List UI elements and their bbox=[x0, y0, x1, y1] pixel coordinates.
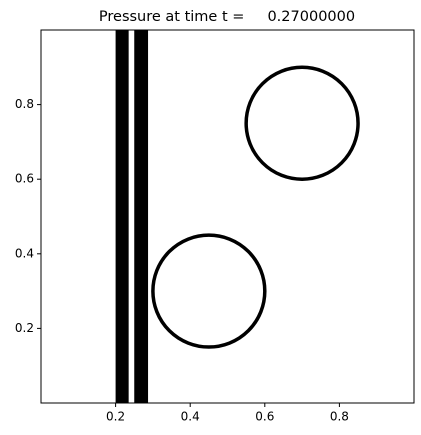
x-tick-label: 0.6 bbox=[255, 410, 274, 424]
y-tick-label: 0.2 bbox=[15, 321, 34, 335]
x-tick-label: 0.4 bbox=[181, 410, 200, 424]
y-tick-label: 0.4 bbox=[15, 246, 34, 260]
contour-circle bbox=[244, 65, 360, 181]
x-tick-label: 0.8 bbox=[330, 410, 349, 424]
contour-band bbox=[134, 30, 149, 403]
contour-band bbox=[115, 30, 129, 403]
y-tick-label: 0.6 bbox=[15, 172, 34, 186]
chart-title: Pressure at time t = 0.27000000 bbox=[99, 9, 355, 25]
plot-frame bbox=[40, 29, 415, 404]
y-tick-label: 0.8 bbox=[15, 97, 34, 111]
x-tick-label: 0.2 bbox=[106, 410, 125, 424]
contour-circle bbox=[151, 233, 267, 349]
